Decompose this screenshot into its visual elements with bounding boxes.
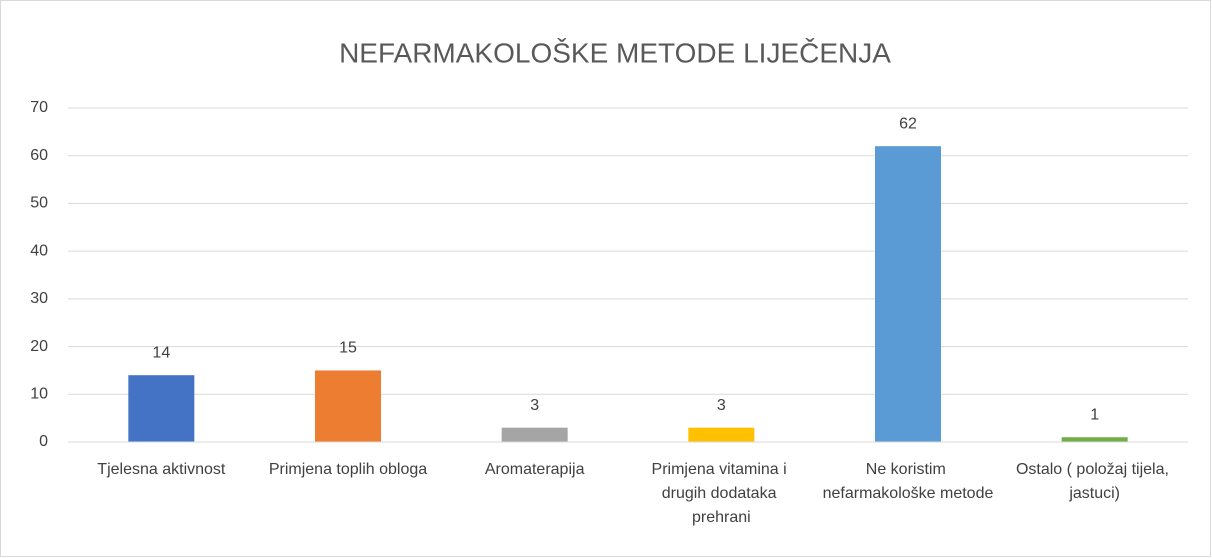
x-tick-label: Ne koristim nefarmakološke metode (823, 461, 994, 502)
bar (315, 370, 381, 442)
bar (1061, 437, 1128, 442)
value-label: 3 (530, 397, 539, 414)
x-tick-label: Aromaterapija (485, 461, 585, 478)
y-tick-label: 10 (30, 386, 48, 403)
bar (688, 427, 755, 442)
value-label: 3 (717, 397, 726, 414)
x-tick-label: Primjena vitamina i drugih dodataka preh… (652, 461, 792, 526)
bar (875, 146, 941, 442)
chart-title: NEFARMAKOLOŠKE METODE LIJEČENJA (339, 37, 891, 68)
y-tick-label: 50 (30, 195, 48, 212)
value-label: 62 (899, 115, 917, 132)
x-tick-label: Primjena toplih obloga (269, 461, 427, 478)
y-tick-label: 30 (30, 290, 48, 307)
value-label: 1 (1090, 406, 1099, 423)
value-label: 15 (339, 340, 357, 357)
y-tick-label: 20 (30, 338, 48, 355)
y-tick-label: 70 (30, 99, 48, 116)
value-label: 14 (152, 344, 170, 361)
x-tick-label: Tjelesna aktivnost (97, 461, 226, 478)
x-tick-label: Ostalo ( položaj tijela, jastuci) (1016, 461, 1173, 502)
y-tick-label: 0 (39, 433, 48, 450)
bar (128, 375, 195, 442)
y-tick-label: 60 (30, 147, 48, 164)
bar (501, 427, 568, 442)
y-tick-label: 40 (30, 242, 48, 259)
